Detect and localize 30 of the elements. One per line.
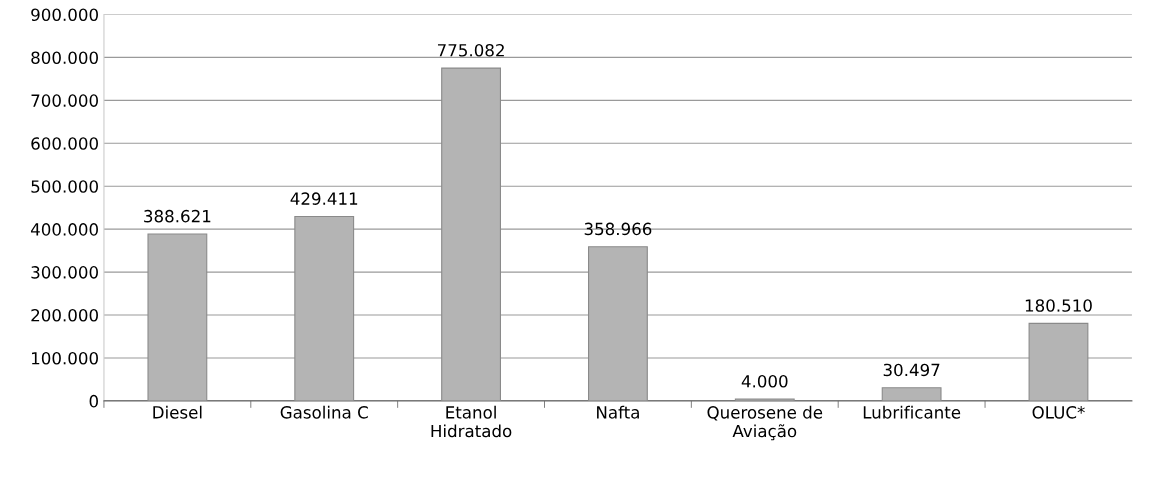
y-tick-label: 100.000	[32, 351, 98, 365]
x-tick-label: Gasolina C	[280, 405, 368, 419]
data-label: 30.497	[883, 363, 940, 377]
x-tick-label: OLUC*	[1032, 406, 1085, 419]
data-label: 429.411	[290, 192, 358, 205]
y-tick-label: 500.000	[31, 180, 98, 193]
y-tick-label: 0	[89, 394, 98, 408]
x-tick-label: Lubrificante	[863, 405, 961, 419]
bar	[147, 233, 208, 401]
y-tick-label: 300.000	[31, 266, 98, 279]
data-label: 775.082	[437, 43, 504, 57]
data-label: 358.966	[584, 222, 652, 236]
y-tick-label: 800.000	[31, 51, 98, 64]
y-tick-label: 600.000	[31, 137, 98, 150]
y-tick-label: 900.000	[31, 8, 98, 22]
x-tick-label: Querosene de Aviação	[707, 405, 823, 441]
x-tick-label: Nafta	[597, 405, 639, 419]
bar	[881, 387, 942, 401]
y-tick-label: 400.000	[30, 223, 98, 236]
bar	[1028, 322, 1089, 401]
y-tick-label: 700.000	[31, 94, 98, 107]
bar	[441, 67, 502, 401]
bar	[294, 215, 355, 401]
data-label: 388.621	[144, 209, 211, 223]
data-label: 4.000	[741, 375, 788, 388]
bar	[588, 246, 648, 401]
x-tick-label: Diesel	[153, 405, 202, 419]
y-tick-label: 200.000	[31, 308, 98, 322]
x-tick-label: Etanol Hidratado	[431, 405, 512, 438]
data-label: 180.510	[1025, 299, 1092, 312]
